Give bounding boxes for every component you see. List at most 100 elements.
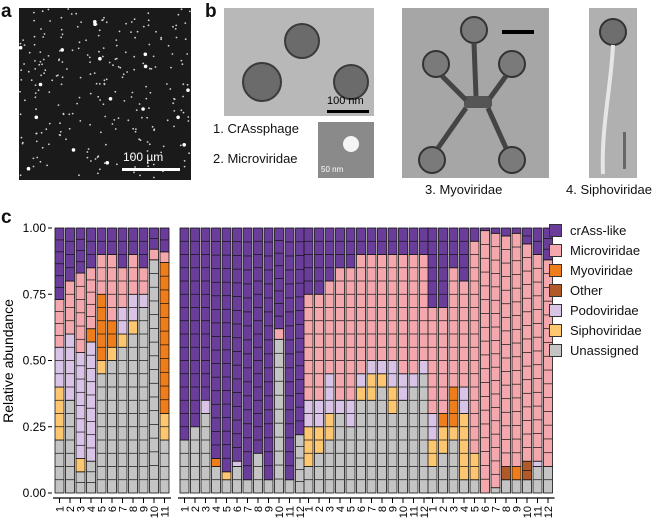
bar-segment-crass xyxy=(314,227,324,295)
bar-segment-unassigned xyxy=(117,346,128,494)
bar-segment-unassigned xyxy=(419,373,429,494)
fluorescent-particle xyxy=(48,91,51,93)
scale-bar-100nm xyxy=(327,110,369,113)
legend-label: Other xyxy=(570,282,603,298)
bar-segment-unassigned xyxy=(65,399,75,494)
bar-segment-podo xyxy=(232,460,242,467)
x-tick-label: 5 xyxy=(222,506,234,512)
fluorescent-particle xyxy=(42,58,45,61)
x-tick-label: 1 xyxy=(180,506,192,512)
fluorescent-particle xyxy=(176,115,180,120)
fluorescent-particle xyxy=(93,20,97,24)
bar-segment-micro xyxy=(448,267,459,388)
bar-segment-unassigned xyxy=(522,479,532,494)
fluorescent-particle xyxy=(105,21,108,24)
fluorescent-particle xyxy=(100,131,102,134)
fluorescent-particle xyxy=(32,157,35,160)
fluorescent-particle xyxy=(188,10,191,13)
fluorescent-particle xyxy=(24,99,26,102)
fluorescent-particle xyxy=(160,38,163,41)
fluorescent-particle xyxy=(127,119,130,122)
siphoviridae-particle xyxy=(599,18,627,175)
fluorescent-particle xyxy=(151,125,154,128)
bar-segment-crass xyxy=(232,227,242,462)
bar-segment-crass xyxy=(190,227,200,428)
bar-segment-unassigned xyxy=(274,338,284,494)
bar-segment-crass xyxy=(295,227,305,436)
fluorescent-particle xyxy=(19,174,22,177)
fluorescent-particle xyxy=(40,28,42,30)
x-tick-label: 12 xyxy=(543,506,555,518)
fluorescent-particle xyxy=(38,82,43,87)
fluorescent-particle xyxy=(162,145,165,148)
bar-segment-unassigned xyxy=(190,426,200,494)
bar-segment-micro xyxy=(117,267,128,308)
fluorescent-particle xyxy=(136,30,139,33)
fluorescent-particle xyxy=(101,19,103,22)
bar-segment-unassigned xyxy=(398,399,408,494)
x-tick-label: 9 xyxy=(264,506,276,512)
fluorescent-particle xyxy=(34,68,37,70)
fluorescent-particle xyxy=(179,144,182,147)
legend-swatch-micro xyxy=(549,243,562,257)
fluorescent-particle xyxy=(22,39,24,41)
fluorescent-particle xyxy=(182,111,185,114)
bar-segment-micro xyxy=(96,254,107,295)
fluorescent-particle xyxy=(39,60,42,63)
legend-swatch-other xyxy=(549,283,562,297)
fluorescent-particle xyxy=(19,113,22,116)
fluorescent-particle xyxy=(41,10,44,13)
x-tick-label: 7 xyxy=(243,506,255,512)
fluorescent-particle xyxy=(35,140,38,143)
x-tick-label: 4 xyxy=(211,506,223,512)
fluorescent-particle xyxy=(114,128,117,130)
fluorescent-particle xyxy=(41,63,43,66)
fluorescent-particle xyxy=(105,143,107,146)
fluorescent-particle xyxy=(79,120,82,122)
panel-letter-b: b xyxy=(205,1,217,22)
bar-segment-sipho xyxy=(117,333,128,348)
bar-segment-unassigned xyxy=(314,452,324,494)
x-tick-label: 8 xyxy=(128,506,140,512)
scale-label-100nm: 100 nm xyxy=(327,95,364,107)
bar-segment-unassigned xyxy=(149,259,159,494)
fluorescent-particle xyxy=(40,74,42,77)
fluorescent-particle xyxy=(181,63,184,66)
bar-segment-unassigned xyxy=(242,479,253,494)
fluorescent-particle xyxy=(147,165,150,168)
fluorescent-particle xyxy=(105,78,108,81)
fluorescent-particle xyxy=(102,47,105,49)
fluorescent-particle xyxy=(60,48,64,52)
fluorescent-particle xyxy=(33,11,35,14)
bar-segment-myo xyxy=(159,262,170,414)
x-tick-label: 2 xyxy=(65,506,77,512)
bar-segment-myo xyxy=(448,386,459,428)
fluorescent-particle xyxy=(23,63,25,65)
fluorescent-particle xyxy=(169,88,172,90)
fluorescent-particle xyxy=(132,127,135,130)
fluorescent-particle xyxy=(33,35,36,38)
fluorescent-particle xyxy=(76,102,78,105)
legend-item-unassigned: Unassigned xyxy=(549,340,642,360)
fluorescent-particle xyxy=(98,50,100,53)
legend-swatch-myo xyxy=(549,263,562,277)
fluorescent-particle xyxy=(94,158,97,160)
bar-segment-podo xyxy=(138,293,149,308)
fluorescent-particle xyxy=(126,71,129,73)
bar-segment-crass xyxy=(86,227,96,269)
bar-segment-unassigned xyxy=(253,452,263,494)
fluorescent-particle xyxy=(62,113,65,116)
fluorescent-particle xyxy=(30,79,33,82)
bar-segment-micro xyxy=(532,254,543,462)
fluorescent-particle xyxy=(86,54,89,56)
fluorescent-particle xyxy=(27,70,30,73)
bar-segment-podo xyxy=(532,460,543,467)
fluorescent-particle xyxy=(71,148,76,152)
fluorescent-particle xyxy=(21,142,24,145)
fluorescent-particle xyxy=(155,30,157,33)
x-tick-label: 3 xyxy=(76,506,88,512)
legend-label: crAss-like xyxy=(570,222,627,238)
bar-segment-crass xyxy=(501,227,511,237)
bar-segment-crass xyxy=(511,227,522,234)
bar-segment-unassigned xyxy=(459,479,469,494)
